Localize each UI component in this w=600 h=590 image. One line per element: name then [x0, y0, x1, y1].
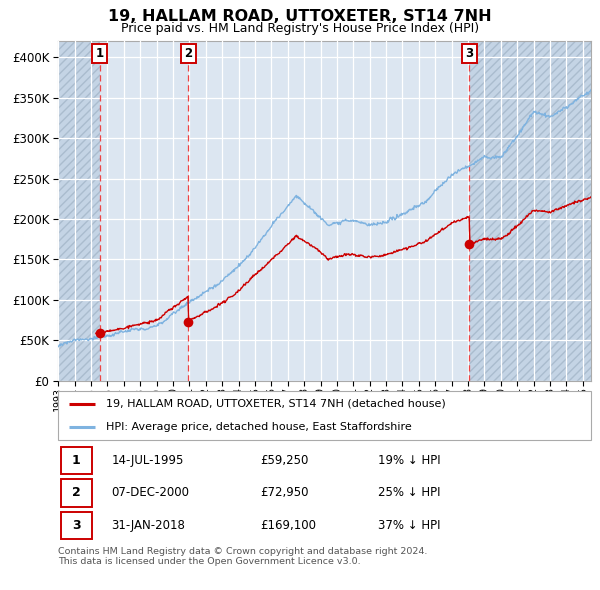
Text: 14-JUL-1995: 14-JUL-1995: [112, 454, 184, 467]
Text: 19, HALLAM ROAD, UTTOXETER, ST14 7NH: 19, HALLAM ROAD, UTTOXETER, ST14 7NH: [108, 9, 492, 24]
Bar: [469, 41, 591, 381]
Text: 1: 1: [96, 47, 104, 60]
Bar: [58, 41, 100, 381]
Text: 19, HALLAM ROAD, UTTOXETER, ST14 7NH (detached house): 19, HALLAM ROAD, UTTOXETER, ST14 7NH (de…: [106, 399, 446, 409]
Text: 07-DEC-2000: 07-DEC-2000: [112, 486, 190, 500]
Text: HPI: Average price, detached house, East Staffordshire: HPI: Average price, detached house, East…: [106, 422, 412, 432]
FancyBboxPatch shape: [61, 447, 92, 474]
Text: 25% ↓ HPI: 25% ↓ HPI: [378, 486, 440, 500]
Bar: [469, 41, 591, 381]
Text: 1: 1: [72, 454, 80, 467]
FancyBboxPatch shape: [61, 479, 92, 507]
Text: 3: 3: [465, 47, 473, 60]
Text: 19% ↓ HPI: 19% ↓ HPI: [378, 454, 440, 467]
Bar: [58, 41, 100, 381]
Text: 37% ↓ HPI: 37% ↓ HPI: [378, 519, 440, 532]
Text: 2: 2: [184, 47, 192, 60]
Text: Price paid vs. HM Land Registry's House Price Index (HPI): Price paid vs. HM Land Registry's House …: [121, 22, 479, 35]
Text: 31-JAN-2018: 31-JAN-2018: [112, 519, 185, 532]
Text: £59,250: £59,250: [260, 454, 309, 467]
FancyBboxPatch shape: [61, 512, 92, 539]
Text: 3: 3: [72, 519, 80, 532]
Text: £72,950: £72,950: [260, 486, 309, 500]
FancyBboxPatch shape: [58, 391, 591, 440]
Text: 2: 2: [72, 486, 80, 500]
Text: Contains HM Land Registry data © Crown copyright and database right 2024.
This d: Contains HM Land Registry data © Crown c…: [58, 547, 428, 566]
Text: £169,100: £169,100: [260, 519, 317, 532]
